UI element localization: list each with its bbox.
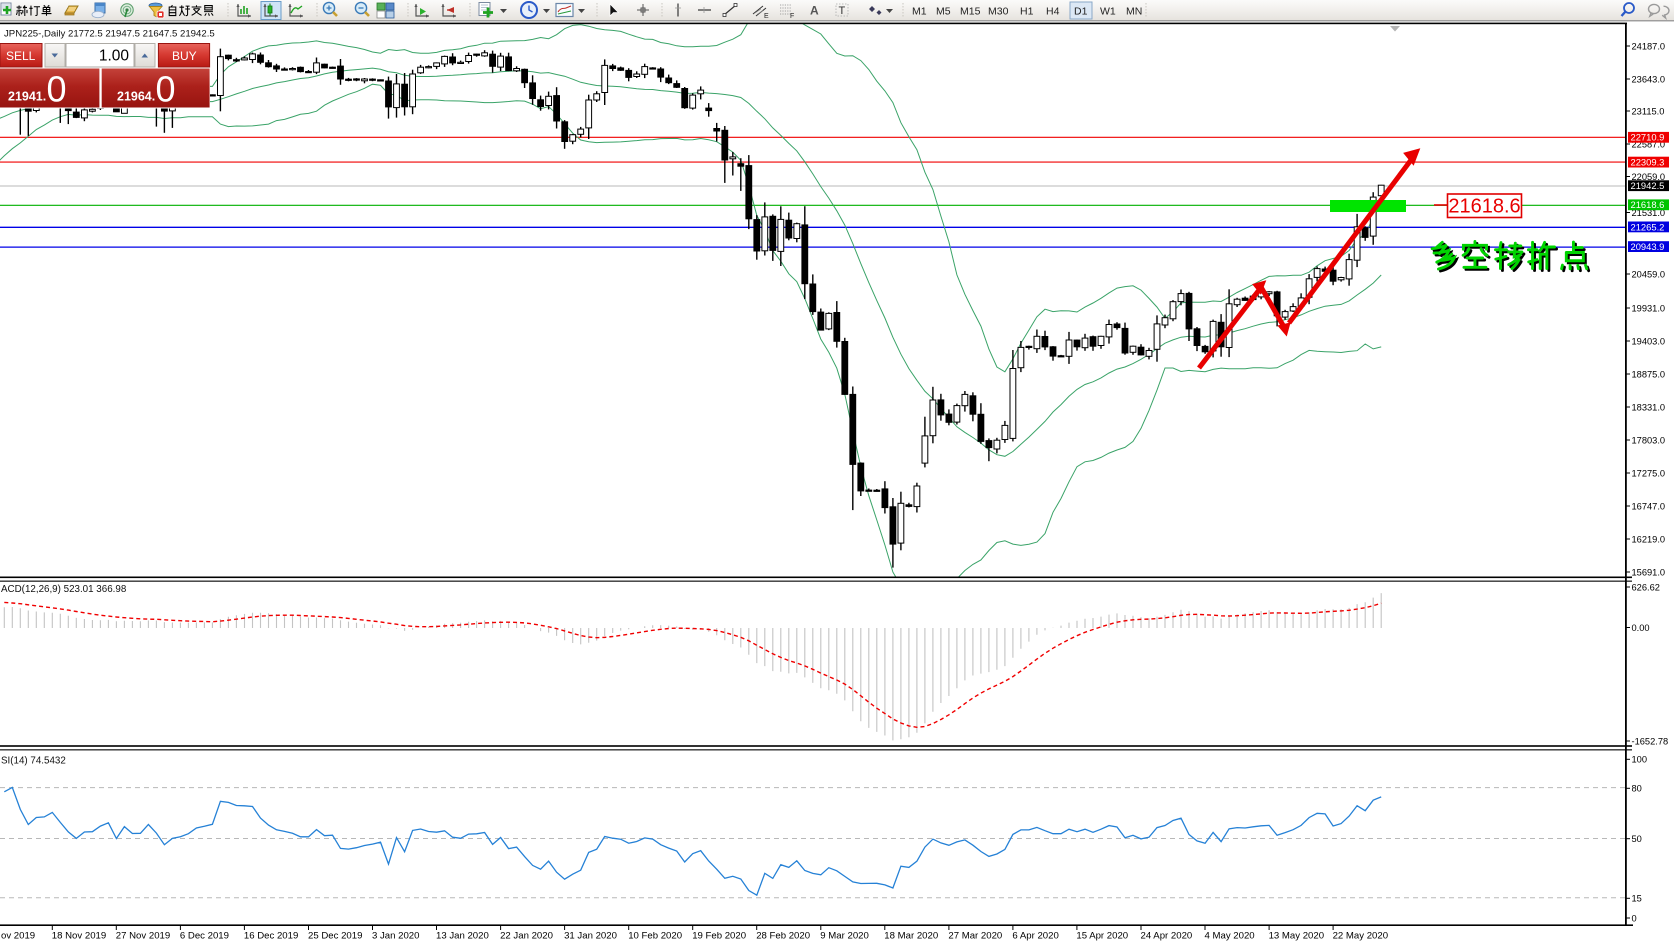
svg-text:20943.9: 20943.9 bbox=[1631, 241, 1665, 252]
svg-text:1.00: 1.00 bbox=[99, 48, 130, 65]
svg-text:H1: H1 bbox=[1020, 6, 1034, 18]
svg-text:24 Apr 2020: 24 Apr 2020 bbox=[1141, 931, 1193, 942]
svg-text:D1: D1 bbox=[1074, 6, 1088, 18]
svg-text:50: 50 bbox=[1632, 834, 1642, 844]
svg-text:25 Dec 2019: 25 Dec 2019 bbox=[308, 931, 362, 942]
svg-text:21618.6: 21618.6 bbox=[1448, 196, 1520, 218]
svg-text:31 Jan 2020: 31 Jan 2020 bbox=[564, 931, 617, 942]
svg-text:100: 100 bbox=[1632, 755, 1648, 765]
svg-text:16 Dec 2019: 16 Dec 2019 bbox=[244, 931, 298, 942]
svg-text:22587.0: 22587.0 bbox=[1632, 139, 1666, 149]
svg-text:A: A bbox=[810, 4, 819, 18]
svg-text:M30: M30 bbox=[988, 6, 1009, 18]
svg-text:ov 2019: ov 2019 bbox=[1, 931, 35, 942]
svg-text:27 Nov 2019: 27 Nov 2019 bbox=[116, 931, 170, 942]
svg-text:SELL: SELL bbox=[6, 49, 36, 63]
svg-text:0: 0 bbox=[156, 69, 176, 110]
svg-text:16747.0: 16747.0 bbox=[1632, 501, 1666, 511]
svg-text:23643.0: 23643.0 bbox=[1632, 74, 1666, 84]
svg-text:16219.0: 16219.0 bbox=[1632, 534, 1666, 544]
svg-text:21964.: 21964. bbox=[117, 90, 155, 104]
svg-text:0.00: 0.00 bbox=[1632, 623, 1650, 633]
svg-text:0: 0 bbox=[47, 69, 67, 110]
svg-text:15 Apr 2020: 15 Apr 2020 bbox=[1076, 931, 1128, 942]
svg-text:18875.0: 18875.0 bbox=[1632, 369, 1666, 379]
svg-text:9 Mar 2020: 9 Mar 2020 bbox=[820, 931, 869, 942]
svg-text:21265.2: 21265.2 bbox=[1631, 221, 1665, 232]
svg-text:BUY: BUY bbox=[172, 49, 197, 63]
svg-text:18331.0: 18331.0 bbox=[1632, 402, 1666, 412]
svg-text:18 Nov 2019: 18 Nov 2019 bbox=[52, 931, 106, 942]
svg-text:H4: H4 bbox=[1046, 6, 1060, 18]
svg-text:22059.0: 22059.0 bbox=[1632, 172, 1666, 182]
svg-text:27 Mar 2020: 27 Mar 2020 bbox=[948, 931, 1002, 942]
svg-text:10 Feb 2020: 10 Feb 2020 bbox=[628, 931, 682, 942]
svg-text:22309.3: 22309.3 bbox=[1631, 157, 1665, 168]
svg-text:ACD(12,26,9) 523.01 366.98: ACD(12,26,9) 523.01 366.98 bbox=[1, 584, 127, 595]
svg-text:21618.6: 21618.6 bbox=[1631, 199, 1665, 210]
svg-text:19931.0: 19931.0 bbox=[1632, 303, 1666, 313]
svg-text:19403.0: 19403.0 bbox=[1632, 336, 1666, 346]
svg-text:626.62: 626.62 bbox=[1632, 582, 1660, 592]
svg-text:M15: M15 bbox=[960, 6, 981, 18]
svg-text:19 Feb 2020: 19 Feb 2020 bbox=[692, 931, 746, 942]
svg-text:SI(14) 74.5432: SI(14) 74.5432 bbox=[1, 756, 66, 767]
svg-text:M1: M1 bbox=[912, 6, 927, 18]
svg-text:-1652.78: -1652.78 bbox=[1632, 736, 1669, 746]
svg-text:JPN225-,Daily 21772.5 21947.5: JPN225-,Daily 21772.5 21947.5 21647.5 21… bbox=[4, 29, 215, 40]
svg-text:21941.: 21941. bbox=[8, 90, 46, 104]
svg-text:23115.0: 23115.0 bbox=[1632, 106, 1665, 116]
svg-text:W1: W1 bbox=[1100, 6, 1116, 18]
svg-text:E: E bbox=[764, 13, 769, 20]
svg-text:T: T bbox=[839, 5, 846, 17]
svg-text:6 Apr 2020: 6 Apr 2020 bbox=[1012, 931, 1058, 942]
svg-text:22 Jan 2020: 22 Jan 2020 bbox=[500, 931, 553, 942]
svg-text:15691.0: 15691.0 bbox=[1632, 567, 1666, 577]
svg-text:21531.0: 21531.0 bbox=[1632, 208, 1666, 218]
svg-text:M5: M5 bbox=[936, 6, 951, 18]
svg-text:22710.9: 22710.9 bbox=[1631, 132, 1665, 143]
svg-text:21942.5: 21942.5 bbox=[1631, 180, 1665, 191]
svg-text:80: 80 bbox=[1632, 784, 1642, 794]
svg-text:4 May 2020: 4 May 2020 bbox=[1205, 931, 1255, 942]
svg-text:6 Dec 2019: 6 Dec 2019 bbox=[180, 931, 229, 942]
svg-text:13 May 2020: 13 May 2020 bbox=[1269, 931, 1324, 942]
svg-text:24187.0: 24187.0 bbox=[1632, 41, 1666, 51]
svg-text:17803.0: 17803.0 bbox=[1632, 435, 1666, 445]
svg-text:3 Jan 2020: 3 Jan 2020 bbox=[372, 931, 419, 942]
svg-text:F: F bbox=[790, 13, 794, 20]
svg-text:0: 0 bbox=[1632, 913, 1637, 923]
svg-text:MN: MN bbox=[1126, 6, 1142, 18]
svg-text:15: 15 bbox=[1632, 894, 1642, 904]
svg-text:17275.0: 17275.0 bbox=[1632, 468, 1666, 478]
svg-text:20459.0: 20459.0 bbox=[1632, 269, 1666, 279]
svg-text:18 Mar 2020: 18 Mar 2020 bbox=[884, 931, 938, 942]
svg-text:22 May 2020: 22 May 2020 bbox=[1333, 931, 1388, 942]
svg-text:28 Feb 2020: 28 Feb 2020 bbox=[756, 931, 810, 942]
svg-text:13 Jan 2020: 13 Jan 2020 bbox=[436, 931, 489, 942]
